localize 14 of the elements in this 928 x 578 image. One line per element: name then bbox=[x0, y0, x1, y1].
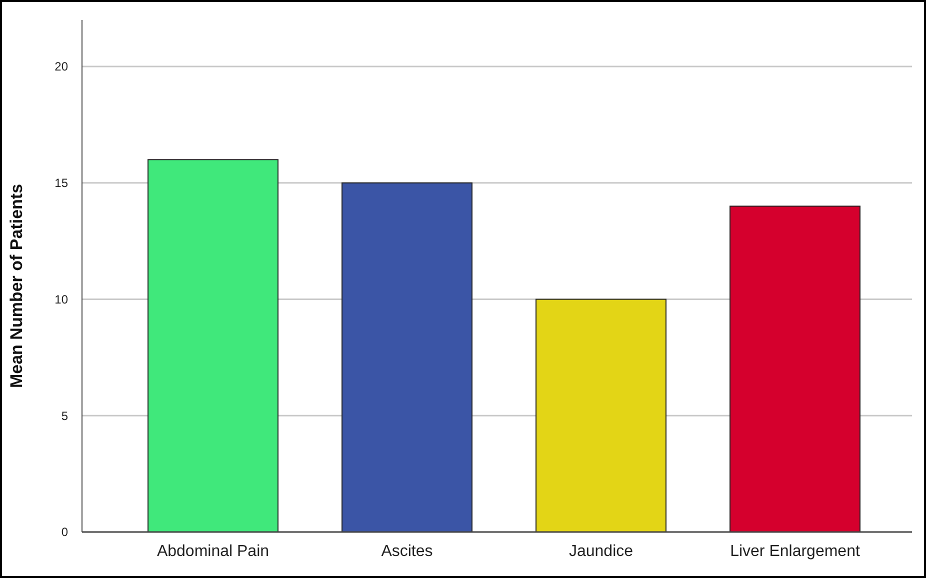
bar bbox=[342, 182, 472, 532]
x-tick-label: Ascites bbox=[381, 543, 433, 560]
x-tick-label: Liver Enlargement bbox=[730, 543, 860, 560]
y-tick-label: 5 bbox=[61, 408, 68, 423]
bar bbox=[730, 206, 860, 532]
bar bbox=[148, 159, 278, 532]
y-tick-label: 15 bbox=[54, 176, 68, 190]
x-tick-label: Jaundice bbox=[568, 543, 634, 560]
y-tick-label: 10 bbox=[54, 292, 68, 306]
y-tick-label: 20 bbox=[54, 60, 68, 74]
y-tick-label: 0 bbox=[61, 525, 68, 540]
bar bbox=[536, 298, 666, 532]
x-tick-label: Abdominal Pain bbox=[156, 543, 270, 560]
y-axis-title: Mean Number of Patients bbox=[7, 184, 26, 388]
